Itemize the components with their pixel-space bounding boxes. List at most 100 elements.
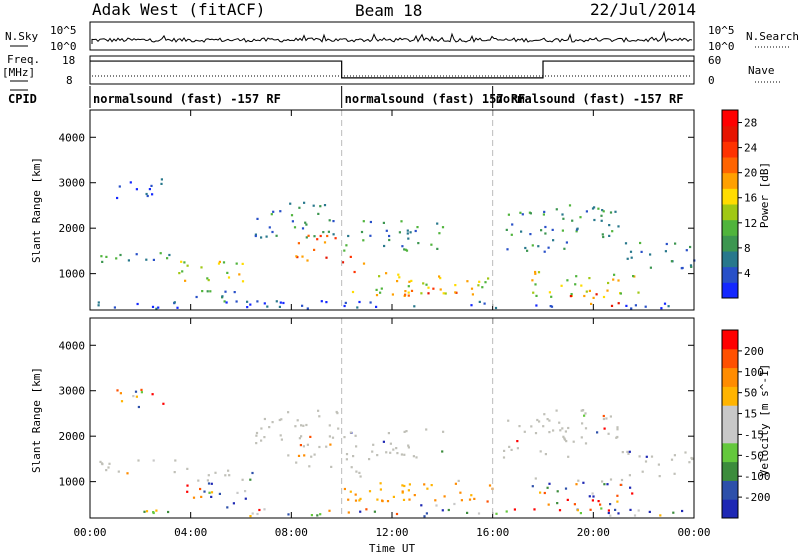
range-gate-cell <box>454 482 457 485</box>
range-gate-cell <box>186 467 189 470</box>
freq-tick-top: 18 <box>62 54 75 67</box>
range-gate-cell <box>567 455 570 458</box>
range-gate-cell <box>186 490 189 493</box>
range-gate-cell <box>561 213 564 216</box>
range-gate-cell <box>576 509 579 512</box>
colorbar-swatch <box>722 330 738 350</box>
range-gate-cell <box>562 435 565 438</box>
range-gate-cell <box>137 405 140 409</box>
range-gate-cell <box>332 220 335 223</box>
range-gate-cell <box>289 202 292 205</box>
power-colorbar: 4 8 12 16 20 24 28 <box>721 109 758 299</box>
range-gate-cell <box>540 229 543 232</box>
range-gate-cell <box>417 242 420 245</box>
time-xlabel: Time UT <box>369 542 416 554</box>
range-gate-cell <box>356 306 359 309</box>
range-gate-cell <box>152 258 155 261</box>
range-gate-cell <box>135 253 138 256</box>
range-gate-cell <box>413 494 416 497</box>
range-gate-cell <box>132 395 135 398</box>
range-gate-cell <box>523 430 526 433</box>
range-gate-cell <box>97 304 100 307</box>
range-gate-cell <box>371 450 374 453</box>
range-gate-cell <box>630 256 633 259</box>
range-gate-cell <box>406 232 409 235</box>
range-gate-cell <box>606 289 609 292</box>
range-gate-cell <box>183 261 186 264</box>
range-gate-cell <box>546 418 549 421</box>
range-gate-cell <box>612 278 615 281</box>
range-gate-cell <box>574 283 577 286</box>
range-gate-cell <box>588 495 591 498</box>
range-gate-cell <box>602 235 605 239</box>
range-gate-cell <box>438 232 441 235</box>
range-gate-cell <box>241 262 244 265</box>
colorbar-tick-label: -200 <box>744 491 771 504</box>
range-gate-cell <box>619 483 622 486</box>
range-gate-cell <box>105 255 108 258</box>
range-gate-cell <box>329 443 332 446</box>
range-gate-cell <box>442 430 445 433</box>
colorbar-tick-label: 200 <box>744 345 764 358</box>
range-gate-cell <box>100 255 103 258</box>
range-gate-cell <box>534 477 537 480</box>
range-gate-cell <box>511 223 514 226</box>
range-gate-cell <box>543 491 546 495</box>
range-gate-cell <box>543 250 546 253</box>
colorbar-tick-label: 20 <box>744 167 757 180</box>
range-gate-cell <box>184 279 187 282</box>
range-gate-cell <box>672 511 675 514</box>
range-gate-cell <box>405 249 409 252</box>
range-gate-cell <box>607 432 610 435</box>
range-gate-cell <box>255 442 258 445</box>
range-gate-cell <box>630 307 633 310</box>
colorbar-swatch <box>722 266 738 283</box>
range-gate-cell <box>317 212 320 215</box>
range-gate-cell <box>407 294 410 297</box>
range-gate-cell <box>608 234 611 237</box>
range-gate-cell <box>602 210 605 213</box>
range-gate-cell <box>137 459 140 462</box>
range-gate-cell <box>607 511 610 515</box>
range-gate-cell <box>477 284 480 287</box>
range-gate-cell <box>518 425 521 428</box>
range-gate-cell <box>162 402 165 405</box>
range-gate-cell <box>627 452 630 455</box>
range-gate-cell <box>688 461 691 464</box>
freq-panel: Freq. [MHz] 18 8 60 0 Nave <box>2 53 780 87</box>
range-gate-cell <box>588 277 591 280</box>
range-gate-cell <box>631 492 634 495</box>
range-gate-cell <box>536 418 539 422</box>
range-gate-cell <box>670 260 673 263</box>
cpid-segment-label: normalsound (fast) 157 RF <box>345 92 526 106</box>
range-gate-cell <box>256 512 259 516</box>
range-gate-cell <box>573 503 576 506</box>
range-gate-cell <box>535 304 538 307</box>
range-gate-cell <box>579 216 582 219</box>
range-gate-cell <box>265 235 268 238</box>
range-gate-cell <box>119 253 122 257</box>
range-gate-cell <box>401 484 404 487</box>
range-gate-cell <box>615 436 618 439</box>
range-gate-cell <box>486 500 489 503</box>
range-gate-cell <box>309 435 312 438</box>
x-tick-label: 04:00 <box>174 526 207 539</box>
range-gate-cell <box>325 445 328 448</box>
nsky-label: N.Sky <box>5 30 38 43</box>
range-gate-cell <box>605 417 608 420</box>
range-gate-cell <box>533 508 536 511</box>
colorbar-swatch <box>722 204 738 221</box>
range-gate-cell <box>359 497 362 500</box>
range-gate-cell <box>218 260 221 263</box>
range-gate-cell <box>402 498 406 501</box>
range-gate-cell <box>192 496 196 499</box>
range-gate-cell <box>115 257 118 260</box>
range-gate-cell <box>373 510 376 513</box>
x-tick-label: 00:00 <box>73 526 106 539</box>
range-gate-cell <box>101 260 104 263</box>
range-gate-cell <box>347 234 350 238</box>
range-gate-cell <box>432 287 435 290</box>
range-gate-cell <box>223 300 226 303</box>
range-gate-cell <box>403 248 406 251</box>
range-gate-cell <box>388 238 391 242</box>
